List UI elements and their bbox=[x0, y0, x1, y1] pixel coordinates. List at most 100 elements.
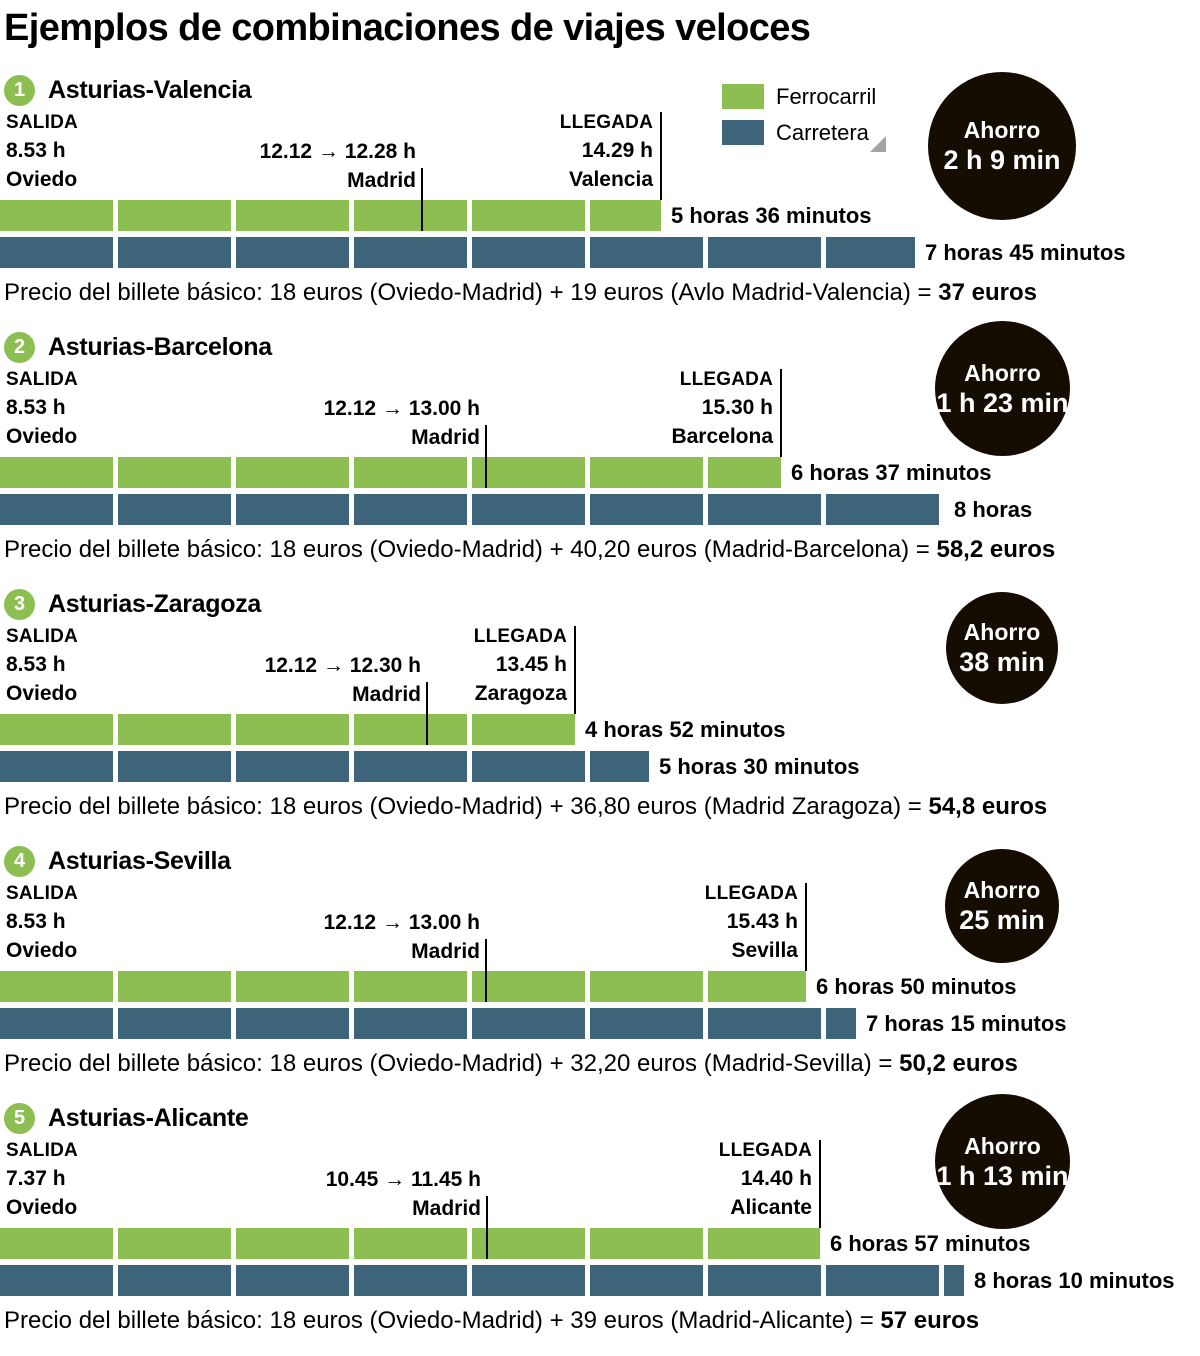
transfer-time: 10.45 → 11.45 h bbox=[325, 1168, 481, 1191]
price-total: 58,2 euros bbox=[936, 536, 1056, 563]
llegada-marker-line bbox=[805, 883, 807, 971]
section-number-badge: 1 bbox=[4, 74, 35, 106]
price-text: Precio del billete básico: 18 euros (Ovi… bbox=[4, 536, 937, 563]
price-text: Precio del billete básico: 18 euros (Ovi… bbox=[4, 279, 939, 306]
ahorro-badge: Ahorro 1 h 13 min bbox=[935, 1094, 1070, 1229]
transfer-marker-line bbox=[485, 939, 487, 1002]
transfer-city: Madrid bbox=[412, 1197, 481, 1220]
page-title: Ejemplos de combinaciones de viajes velo… bbox=[4, 7, 811, 49]
timeline-labels: SALIDA 8.53 h Oviedo 12.12 → 13.00 h Mad… bbox=[0, 367, 1200, 488]
llegada-city: Alicante bbox=[730, 1196, 812, 1219]
section-header: 5 Asturias-Alicante bbox=[0, 1098, 1200, 1138]
rail-duration-label: 4 horas 52 minutos bbox=[585, 716, 786, 742]
route-section: Ahorro 25 min 4 Asturias-Sevilla SALIDA … bbox=[0, 841, 1200, 1079]
legend-road-label: Carretera bbox=[776, 120, 869, 145]
road-bar-row: 8 horas bbox=[0, 494, 1200, 525]
salida-heading: SALIDA bbox=[6, 112, 78, 133]
salida-city: Oviedo bbox=[6, 682, 78, 705]
road-swatch-icon bbox=[722, 120, 764, 145]
road-bar bbox=[0, 1265, 964, 1296]
llegada-city: Sevilla bbox=[731, 939, 798, 962]
salida-time: 7.37 h bbox=[6, 1167, 66, 1190]
section-header: 1 Asturias-Valencia bbox=[0, 70, 1200, 110]
ahorro-badge: Ahorro 1 h 23 min bbox=[935, 321, 1070, 456]
ahorro-label: Ahorro bbox=[963, 877, 1041, 903]
rail-bar-row: 6 horas 37 minutos bbox=[0, 457, 1200, 488]
price-total: 50,2 euros bbox=[899, 1050, 1018, 1077]
transfer-city: Madrid bbox=[347, 169, 416, 192]
price-line: Precio del billete básico: 18 euros (Ovi… bbox=[0, 535, 1200, 565]
ahorro-label: Ahorro bbox=[964, 359, 1041, 386]
section-number-badge: 2 bbox=[4, 331, 35, 363]
timeline-labels: SALIDA 8.53 h Oviedo 12.12 → 12.30 h Mad… bbox=[0, 624, 1200, 745]
salida-heading: SALIDA bbox=[6, 1140, 78, 1161]
llegada-heading: LLEGADA bbox=[704, 883, 798, 904]
llegada-marker-line bbox=[819, 1140, 821, 1228]
ahorro-value: 25 min bbox=[959, 905, 1045, 935]
road-bar-row: 7 horas 45 minutos bbox=[0, 237, 1200, 268]
rail-bar bbox=[0, 971, 806, 1002]
rail-swatch-icon bbox=[722, 84, 764, 109]
llegada-city: Valencia bbox=[568, 168, 653, 191]
road-bar bbox=[0, 494, 944, 525]
infographic: Ferrocarril Carretera Ahorro 2 h 9 min 1… bbox=[0, 70, 1200, 1336]
rail-bar bbox=[0, 457, 781, 488]
rail-bar-row: 4 horas 52 minutos bbox=[0, 714, 1200, 745]
rail-duration-label: 5 horas 36 minutos bbox=[671, 202, 872, 228]
transfer-city: Madrid bbox=[411, 426, 480, 449]
timeline-labels: SALIDA 7.37 h Oviedo 10.45 → 11.45 h Mad… bbox=[0, 1138, 1200, 1259]
ahorro-label: Ahorro bbox=[964, 1132, 1041, 1159]
sections-host: Ahorro 2 h 9 min 1 Asturias-Valencia SAL… bbox=[0, 70, 1200, 1336]
transfer-block: 12.12 → 13.00 h Madrid bbox=[324, 908, 486, 966]
llegada-time: 14.40 h bbox=[740, 1167, 812, 1190]
road-bar-row: 7 horas 15 minutos bbox=[0, 1008, 1200, 1039]
road-bar bbox=[0, 1008, 856, 1039]
price-line: Precio del billete básico: 18 euros (Ovi… bbox=[0, 278, 1200, 308]
ahorro-value: 38 min bbox=[959, 647, 1045, 677]
llegada-time: 13.45 h bbox=[495, 653, 567, 676]
section-header: 3 Asturias-Zaragoza bbox=[0, 584, 1200, 624]
price-line: Precio del billete básico: 18 euros (Ovi… bbox=[0, 792, 1200, 822]
salida-time: 8.53 h bbox=[6, 910, 66, 933]
llegada-heading: LLEGADA bbox=[473, 626, 567, 647]
salida-block: SALIDA 7.37 h Oviedo bbox=[6, 1138, 78, 1222]
rail-bar-row: 6 horas 57 minutos bbox=[0, 1228, 1200, 1259]
road-bar-row: 5 horas 30 minutos bbox=[0, 751, 1200, 782]
rail-bar bbox=[0, 1228, 820, 1259]
legend-row-rail: Ferrocarril bbox=[722, 84, 932, 109]
llegada-city: Barcelona bbox=[671, 425, 773, 448]
salida-time: 8.53 h bbox=[6, 396, 66, 419]
credit-triangle-icon bbox=[870, 136, 886, 152]
section-header: 4 Asturias-Sevilla bbox=[0, 841, 1200, 881]
road-duration-label: 5 horas 30 minutos bbox=[659, 753, 860, 779]
transfer-marker-line bbox=[421, 168, 423, 231]
salida-time: 8.53 h bbox=[6, 139, 66, 162]
salida-heading: SALIDA bbox=[6, 883, 78, 904]
transfer-city: Madrid bbox=[411, 940, 480, 963]
transfer-block: 12.12 → 13.00 h Madrid bbox=[324, 394, 486, 452]
salida-block: SALIDA 8.53 h Oviedo bbox=[6, 110, 78, 194]
price-total: 54,8 euros bbox=[928, 793, 1048, 820]
salida-block: SALIDA 8.53 h Oviedo bbox=[6, 881, 78, 965]
section-number-badge: 3 bbox=[4, 588, 35, 620]
llegada-block: LLEGADA 14.29 h Valencia bbox=[560, 110, 655, 194]
timeline-labels: SALIDA 8.53 h Oviedo 12.12 → 13.00 h Mad… bbox=[0, 881, 1200, 1002]
salida-city: Oviedo bbox=[6, 1196, 78, 1219]
price-total: 57 euros bbox=[880, 1307, 980, 1334]
rail-bar-row: 6 horas 50 minutos bbox=[0, 971, 1200, 1002]
ahorro-value: 2 h 9 min bbox=[943, 145, 1061, 175]
road-bar-row: 8 horas 10 minutos bbox=[0, 1265, 1200, 1296]
llegada-heading: LLEGADA bbox=[679, 369, 773, 390]
ahorro-badge: Ahorro 38 min bbox=[946, 592, 1058, 704]
price-total: 37 euros bbox=[938, 279, 1037, 306]
transfer-block: 12.12 → 12.28 h Madrid bbox=[260, 137, 422, 195]
rail-bar bbox=[0, 714, 575, 745]
section-number-badge: 5 bbox=[4, 1102, 35, 1134]
transfer-block: 10.45 → 11.45 h Madrid bbox=[326, 1165, 487, 1223]
road-duration-label: 8 horas 10 minutos bbox=[974, 1267, 1175, 1293]
llegada-time: 14.29 h bbox=[581, 139, 653, 162]
llegada-city: Zaragoza bbox=[474, 682, 567, 705]
ahorro-value: 1 h 13 min bbox=[936, 1160, 1069, 1191]
road-duration-label: 8 horas bbox=[954, 496, 1033, 522]
transfer-time: 12.12 → 13.00 h bbox=[323, 397, 480, 420]
